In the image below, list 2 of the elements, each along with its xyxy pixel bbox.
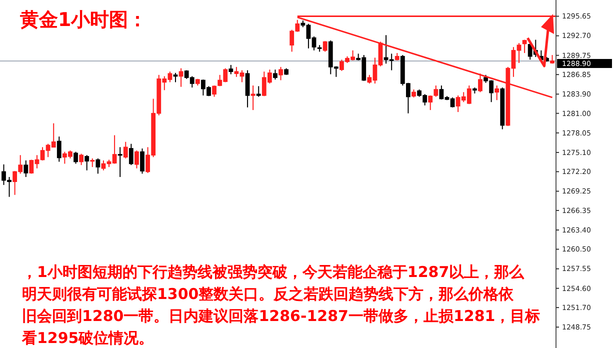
text: 黄金1小时图： xyxy=(19,9,148,31)
annotation: ，1小时图短期的下行趋势线被强势突破，今天若能企稳于1287以上，那么明天则很有可能试探1300整数关口。反之若跌回趋势线下方，那么价格依旧会回到1280一带。日内建议回落1286-1287一带做多，止损1281，目标看1295破位情况。 xyxy=(21,263,540,347)
